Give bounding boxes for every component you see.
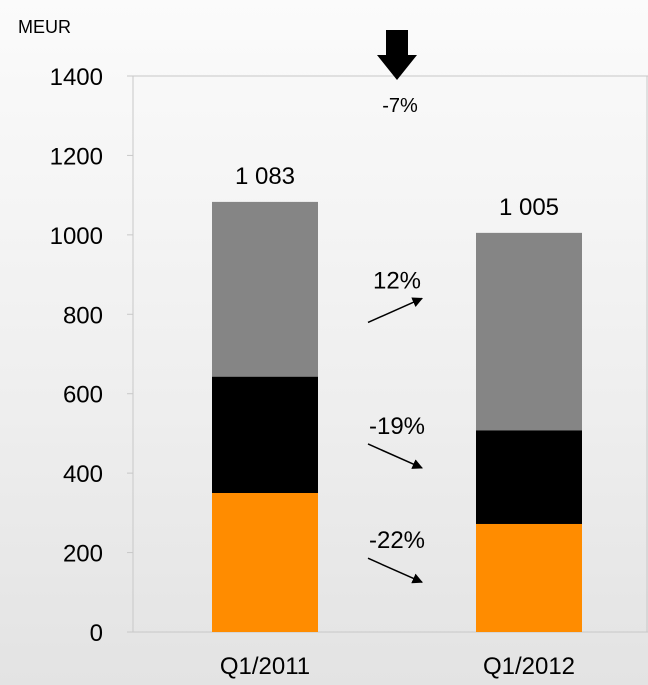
bar-segment-top [212, 201, 318, 377]
change-label-bottom: -22% [369, 527, 425, 554]
change-label-middle: -19% [369, 413, 425, 440]
change-label-top: 12% [373, 267, 421, 294]
y-tick-label: 200 [63, 541, 103, 568]
bar-total-label: 1 083 [235, 163, 295, 190]
total-change-label: -7% [382, 95, 418, 117]
change-arrow [367, 443, 423, 469]
y-tick-label: 800 [63, 302, 103, 329]
total-change-arrow-icon [377, 30, 417, 80]
bar-segment-middle [212, 376, 318, 493]
bar-segment-middle [476, 430, 582, 524]
bar-segment-bottom [476, 523, 582, 632]
y-tick-label: 0 [90, 620, 103, 647]
y-tick-label: 1000 [50, 223, 103, 250]
bar-total-label: 1 005 [499, 194, 559, 221]
y-tick-label: 400 [63, 461, 103, 488]
y-tick-label: 1200 [50, 143, 103, 170]
change-arrow [367, 557, 423, 584]
y-tick-label: 600 [63, 382, 103, 409]
bar-segment-bottom [212, 493, 318, 632]
x-tick-label: Q1/2011 [220, 653, 310, 680]
unit-label: MEUR [18, 17, 71, 37]
x-tick-label: Q1/2012 [483, 653, 575, 680]
change-arrow [367, 297, 423, 324]
y-tick-label: 1400 [50, 64, 103, 91]
bar-segment-top [476, 232, 582, 431]
